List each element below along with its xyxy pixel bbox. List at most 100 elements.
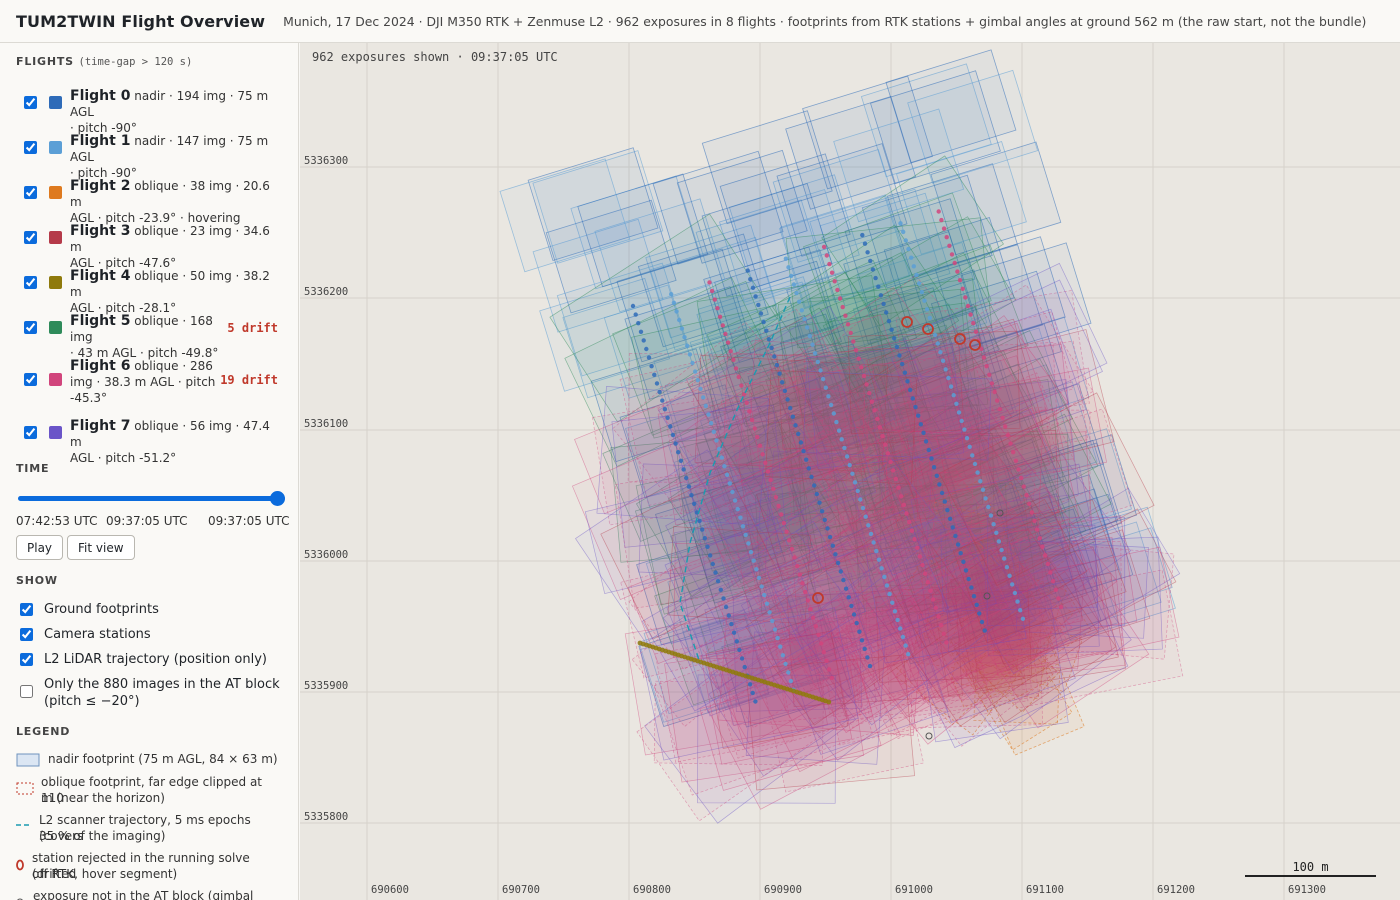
show-section-title: SHOW: [16, 574, 58, 587]
flight-row-4[interactable]: Flight 4 oblique · 50 img · 38.2 m AGL · …: [24, 268, 284, 315]
camera-station: [750, 285, 756, 290]
camera-station: [936, 209, 941, 214]
oblique-footprint: [899, 558, 1059, 704]
flight-5-checkbox[interactable]: [24, 321, 37, 334]
camera-station: [956, 410, 962, 415]
camera-station: [1002, 556, 1007, 561]
camera-station: [931, 465, 937, 470]
camera-station: [826, 699, 832, 705]
nadir-footprint: [676, 149, 808, 264]
flight-3-checkbox[interactable]: [24, 231, 37, 244]
camera-station: [753, 294, 758, 299]
camera-station: [971, 594, 977, 599]
camera-station: [1020, 616, 1026, 621]
camera-station: [775, 635, 780, 641]
camera-station: [830, 543, 835, 548]
camera-station: [823, 385, 828, 390]
oblique-footprint: [822, 252, 1008, 411]
camera-station: [919, 289, 924, 295]
camera-station: [972, 461, 978, 467]
oblique-footprint: [624, 603, 828, 756]
oblique-footprint: [703, 366, 917, 538]
camera-station: [1004, 565, 1010, 570]
show-at-block-only[interactable]: Only the 880 images in the AT block (pit…: [20, 676, 285, 710]
camera-station: [1003, 424, 1008, 429]
oblique-footprint: [979, 567, 1150, 729]
oblique-footprint: [913, 430, 1060, 520]
flight-4-checkbox[interactable]: [24, 276, 37, 289]
time-slider-track[interactable]: [18, 496, 285, 501]
scale-bar-label: 100 m: [1292, 860, 1329, 874]
camera-station: [793, 423, 798, 428]
camera-station: [644, 346, 649, 352]
oblique-footprint: [634, 462, 837, 615]
flight-6-detail-3: -45.3°: [70, 391, 108, 405]
time-slider-thumb[interactable]: [270, 491, 285, 506]
at-block-checkbox[interactable]: [20, 685, 33, 698]
camera-station: [772, 354, 777, 359]
camera-station: [728, 349, 733, 354]
camera-station: [720, 323, 725, 328]
oblique-footprint: [938, 392, 1155, 587]
oblique-footprint: [658, 305, 898, 522]
camera-station: [944, 235, 949, 240]
flight-row-7[interactable]: Flight 7 oblique · 56 img · 47.4 m AGL · …: [24, 418, 284, 465]
map-canvas[interactable]: [300, 43, 1400, 900]
flight-6-checkbox[interactable]: [24, 373, 37, 386]
oblique-footprint: [950, 606, 1053, 700]
camera-station: [674, 309, 679, 314]
camera-station: [812, 483, 817, 488]
flight-7-checkbox[interactable]: [24, 426, 37, 439]
camera-station: [906, 246, 911, 252]
flight-4-color-swatch: [49, 276, 62, 289]
flight-row-5[interactable]: Flight 5 oblique · 168 img · 43 m AGL · p…: [24, 313, 284, 360]
oblique-footprint: [890, 519, 1113, 701]
play-button[interactable]: Play: [16, 535, 64, 560]
flight-row-6[interactable]: Flight 6 oblique · 286 img · 38.3 m AGL ·…: [24, 358, 284, 406]
flight-7-detail-1: oblique · 56 img · 47.4 m: [70, 419, 270, 449]
flight-row-2[interactable]: Flight 2 oblique · 38 img · 20.6 m AGL · …: [24, 178, 284, 225]
flight-0-checkbox[interactable]: [24, 96, 37, 109]
flight-row-0[interactable]: Flight 0 nadir · 194 img · 75 m AGL · pit…: [24, 88, 284, 135]
oblique-footprint: [824, 467, 974, 577]
camera-station: [999, 547, 1004, 553]
camera-station: [718, 587, 723, 592]
camera-station: [870, 267, 876, 272]
lidar-trajectory-checkbox[interactable]: [20, 653, 33, 666]
camera-station: [905, 379, 910, 384]
camera-station: [900, 361, 905, 367]
oblique-footprint-glyph: [16, 782, 34, 795]
fit-view-button[interactable]: Fit view: [67, 535, 135, 560]
flight-2-checkbox[interactable]: [24, 186, 37, 199]
footprints-checkbox[interactable]: [20, 603, 33, 616]
camera-station: [954, 401, 959, 406]
oblique-footprint: [897, 322, 1048, 452]
oblique-footprint: [847, 330, 1021, 434]
flight-row-3[interactable]: Flight 3 oblique · 23 img · 34.6 m AGL · …: [24, 223, 284, 270]
camera-station: [904, 511, 909, 516]
camera-station: [963, 568, 969, 573]
map-view[interactable]: 962 exposures shown · 09:37:05 UTC 53363…: [300, 43, 1400, 900]
camera-stations-label: Camera stations: [44, 627, 151, 642]
flight-1-checkbox[interactable]: [24, 141, 37, 154]
camera-station: [968, 312, 973, 317]
oblique-footprint: [788, 504, 936, 637]
oblique-footprint: [644, 621, 857, 824]
camera-station: [693, 369, 698, 374]
camera-station: [965, 303, 971, 309]
time-slider[interactable]: [18, 491, 285, 506]
oblique-footprint: [867, 590, 1032, 702]
camera-station: [679, 326, 685, 331]
camera-station: [1012, 590, 1018, 596]
camera-stations-checkbox[interactable]: [20, 628, 33, 641]
camera-station: [633, 312, 638, 317]
flight-row-1[interactable]: Flight 1 nadir · 147 img · 75 m AGL · pit…: [24, 133, 284, 180]
camera-station: [731, 357, 736, 362]
camera-station: [913, 404, 918, 410]
x-tick-label: 691100: [1026, 884, 1064, 896]
camera-station: [871, 540, 876, 545]
camera-station: [909, 255, 914, 260]
legend-trajectory-text-2: 35 % of the imaging): [39, 829, 166, 843]
oblique-footprint: [805, 373, 983, 526]
camera-station: [652, 372, 657, 377]
